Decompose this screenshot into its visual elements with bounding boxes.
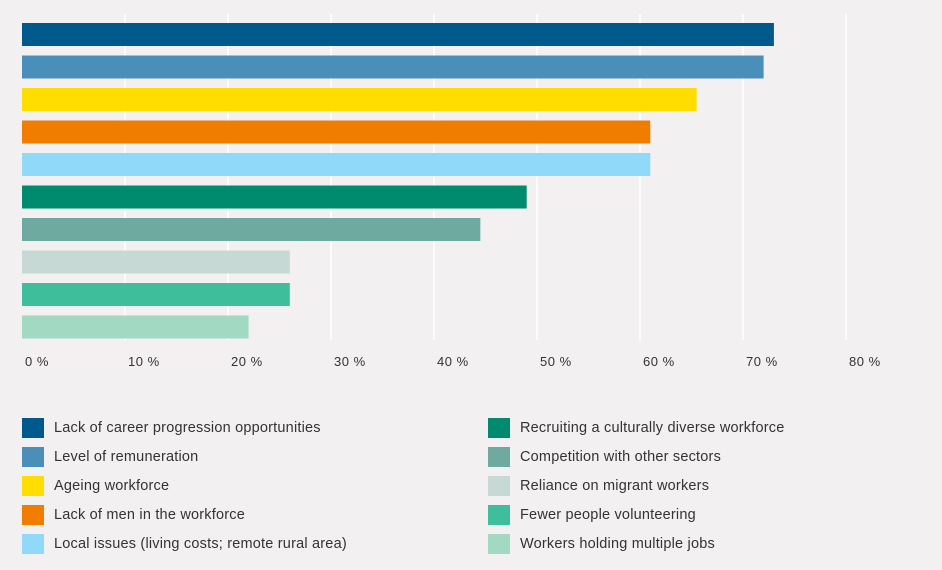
legend-swatch-4	[22, 504, 44, 525]
x-tick-label-60: 60 %	[643, 354, 675, 369]
legend-label-10: Workers holding multiple jobs	[520, 535, 715, 552]
bar-3	[22, 88, 697, 111]
legend-swatch-7	[488, 446, 510, 467]
bar-9	[22, 283, 290, 306]
legend-swatch-6	[488, 417, 510, 438]
legend-column-left: Lack of career progression opportunities…	[22, 413, 347, 558]
x-tick-label-50: 50 %	[540, 354, 572, 369]
legend-swatch-1	[22, 417, 44, 438]
x-tick-label-10: 10 %	[128, 354, 160, 369]
legend-label-1: Lack of career progression opportunities	[54, 419, 321, 436]
bar-1	[22, 23, 774, 46]
x-tick-label-30: 30 %	[334, 354, 366, 369]
legend-swatch-5	[22, 533, 44, 554]
legend-label-5: Local issues (living costs; remote rural…	[54, 535, 347, 552]
legend-label-3: Ageing workforce	[54, 477, 170, 494]
legend-item-4: Lack of men in the workforce	[22, 500, 347, 529]
x-tick-label-40: 40 %	[437, 354, 469, 369]
x-tick-label-20: 20 %	[231, 354, 263, 369]
x-tick-label-80: 80 %	[849, 354, 881, 369]
legend-label-6: Recruiting a culturally diverse workforc…	[520, 419, 785, 436]
legend-item-1: Lack of career progression opportunities	[22, 413, 347, 442]
bar-4	[22, 120, 651, 144]
legend-item-8: Reliance on migrant workers	[488, 471, 784, 500]
bar-5	[22, 153, 651, 176]
bar-6	[22, 185, 527, 209]
x-tick-label-70: 70 %	[746, 354, 778, 369]
bar-8	[22, 250, 290, 274]
legend-label-4: Lack of men in the workforce	[54, 506, 245, 523]
legend-item-5: Local issues (living costs; remote rural…	[22, 529, 347, 558]
legend-item-9: Fewer people volunteering	[488, 500, 784, 529]
bar-7	[22, 218, 481, 241]
legend-item-2: Level of remuneration	[22, 442, 347, 471]
bar-10	[22, 315, 249, 339]
legend-label-2: Level of remuneration	[54, 448, 199, 465]
legend-swatch-2	[22, 446, 44, 467]
legend-item-7: Competition with other sectors	[488, 442, 784, 471]
legend-item-3: Ageing workforce	[22, 471, 347, 500]
legend-swatch-8	[488, 475, 510, 496]
legend-label-8: Reliance on migrant workers	[520, 477, 710, 494]
legend-swatch-10	[488, 533, 510, 554]
legend: Lack of career progression opportunities…	[22, 413, 922, 563]
x-tick-label-0: 0 %	[25, 354, 49, 369]
legend-column-right: Recruiting a culturally diverse workforc…	[488, 413, 784, 558]
legend-swatch-9	[488, 504, 510, 525]
bar-2	[22, 55, 764, 79]
legend-label-7: Competition with other sectors	[520, 448, 722, 465]
legend-item-10: Workers holding multiple jobs	[488, 529, 784, 558]
bar-chart-plot: 0 % 10 % 20 % 30 % 40 % 50 % 60 % 70 % 80 %	[22, 14, 881, 369]
legend-label-9: Fewer people volunteering	[520, 506, 696, 523]
legend-swatch-3	[22, 475, 44, 496]
legend-item-6: Recruiting a culturally diverse workforc…	[488, 413, 784, 442]
